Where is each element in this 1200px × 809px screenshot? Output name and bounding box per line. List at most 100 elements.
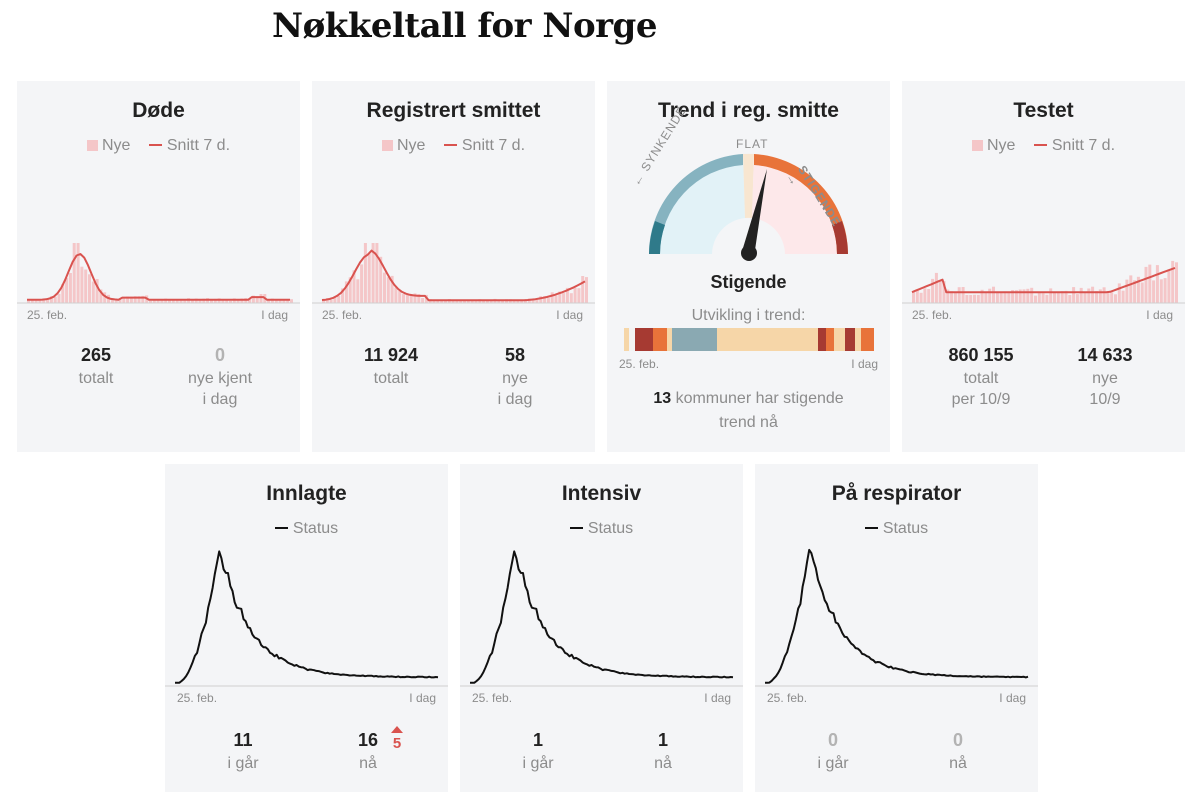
- stat-label: nye: [1092, 370, 1118, 387]
- stat-label: totalt: [963, 370, 999, 387]
- x-axis-end-label: I dag: [999, 691, 1026, 705]
- gauge-needle: [743, 169, 767, 250]
- municipalities-text: trend nå: [719, 414, 778, 431]
- card-tested: Testet Nye Snitt 7 d. 25. feb. I dag 860…: [902, 81, 1185, 452]
- stat-label: i går: [227, 755, 259, 772]
- trend-segment: [826, 328, 835, 351]
- card-intensive-care: Intensiv Status 25. feb. I dag 1 i går 1…: [460, 464, 743, 792]
- stat-label: totalt: [78, 370, 114, 387]
- stat-label: i går: [817, 755, 849, 772]
- x-axis-start-label: 25. feb.: [27, 308, 68, 322]
- legend-label-new: Nye: [101, 137, 131, 154]
- legend-label-new: Nye: [396, 137, 426, 154]
- card-title: Trend i reg. smitte: [658, 99, 839, 122]
- legend-label-status: Status: [587, 520, 634, 537]
- card-title: Testet: [1013, 99, 1074, 122]
- stat-total: 265 totalt: [36, 345, 156, 389]
- stat-label: totalt: [373, 370, 409, 387]
- status-line: [175, 550, 439, 684]
- trend-segment: [855, 328, 861, 351]
- ventilator-chart: [755, 548, 1038, 687]
- status-line: [470, 550, 734, 684]
- x-axis-start-label: 25. feb.: [177, 691, 218, 705]
- gauge-flat-zone: [743, 153, 754, 218]
- stat-now: 0 nå: [898, 730, 1018, 774]
- stat-yesterday: 0 i går: [773, 730, 893, 774]
- status-line: [765, 548, 1029, 684]
- trend-segment: [634, 328, 654, 351]
- chart-legend: Nye Snitt 7 d.: [17, 137, 300, 155]
- trend-segment: [653, 328, 667, 351]
- stat-now: 1 nå: [603, 730, 723, 774]
- card-title: Innlagte: [266, 482, 347, 505]
- chart-legend: Status: [165, 520, 448, 538]
- trend-status: Stigende: [710, 272, 787, 292]
- trend-segment: [624, 328, 630, 351]
- chart-legend: Nye Snitt 7 d.: [902, 137, 1185, 155]
- stat-value: 1: [657, 730, 668, 750]
- stat-yesterday: 1 i går: [478, 730, 598, 774]
- legend-swatch-bars: [971, 140, 983, 151]
- legend-label-avg: Snitt 7 d.: [1051, 137, 1116, 154]
- x-axis-start-label: 25. feb.: [767, 691, 808, 705]
- arrow-up-icon: [391, 726, 403, 733]
- trend-segment: [717, 328, 819, 351]
- daily-bars: [912, 260, 1178, 303]
- card-title: Intensiv: [561, 482, 642, 505]
- municipalities-rising: 13 kommuner har stigende trend nå: [607, 387, 890, 435]
- trend-gauge: [648, 153, 849, 261]
- stat-label: nye kjent: [187, 370, 253, 387]
- stat-label: per 10/9: [951, 391, 1011, 408]
- intensive-care-chart: [460, 550, 743, 687]
- x-axis-end-label: I dag: [261, 308, 288, 322]
- card-hospitalized: Innlagte Status 25. feb. I dag 11 i går …: [165, 464, 448, 792]
- stat-value: 0: [952, 730, 963, 750]
- chart-legend: Nye Snitt 7 d.: [312, 137, 595, 155]
- change-indicator: 5: [387, 726, 407, 752]
- legend-label-new: Nye: [986, 137, 1016, 154]
- legend-swatch-line: [569, 527, 583, 529]
- x-axis-end-label: I dag: [851, 357, 878, 371]
- card-registered-infected: Registrert smittet Nye Snitt 7 d. 25. fe…: [312, 81, 595, 452]
- daily-bars: [322, 243, 588, 303]
- stat-label: nå: [359, 755, 377, 772]
- trend-segment: [818, 328, 827, 351]
- seven-day-average-line: [321, 249, 586, 302]
- legend-swatch-line: [443, 144, 457, 146]
- stat-label: i dag: [202, 391, 238, 408]
- stat-value: 16: [357, 730, 379, 750]
- seven-day-average-line: [27, 253, 290, 301]
- stat-value: 11 924: [363, 345, 419, 365]
- stat-new-today: 58 nye i dag: [455, 345, 575, 410]
- daily-bars: [27, 243, 293, 303]
- legend-label-avg: Snitt 7 d.: [461, 137, 526, 154]
- trend-history-bar: [624, 328, 874, 351]
- stat-now: 16 nå: [308, 730, 428, 774]
- tested-chart: [902, 260, 1185, 304]
- legend-label-status: Status: [292, 520, 339, 537]
- legend-swatch-bars: [86, 140, 98, 151]
- trend-segment: [666, 328, 672, 351]
- trend-segment: [844, 328, 856, 351]
- municipalities-count: 13: [653, 390, 672, 407]
- infected-chart: [312, 243, 595, 304]
- chart-legend: Status: [755, 520, 1038, 538]
- gauge-rising-rim-dark: [832, 221, 848, 254]
- card-title: Registrert smittet: [366, 99, 541, 122]
- legend-label-avg: Snitt 7 d.: [166, 137, 231, 154]
- stat-value: 0: [827, 730, 838, 750]
- stat-total: 11 924 totalt: [331, 345, 451, 389]
- gauge-falling-zone: [648, 154, 745, 254]
- x-axis-start-label: 25. feb.: [912, 308, 953, 322]
- x-axis-end-label: I dag: [409, 691, 436, 705]
- legend-swatch-line: [1033, 144, 1047, 146]
- legend-swatch-line: [148, 144, 162, 146]
- deaths-chart: [17, 243, 300, 304]
- trend-segment: [860, 328, 874, 351]
- x-axis-start-label: 25. feb.: [322, 308, 363, 322]
- stat-total: 860 155 totalt per 10/9: [921, 345, 1041, 410]
- stat-value: 265: [80, 345, 112, 365]
- stat-value: 1: [532, 730, 543, 750]
- x-axis-start-label: 25. feb.: [472, 691, 513, 705]
- x-axis-end-label: I dag: [556, 308, 583, 322]
